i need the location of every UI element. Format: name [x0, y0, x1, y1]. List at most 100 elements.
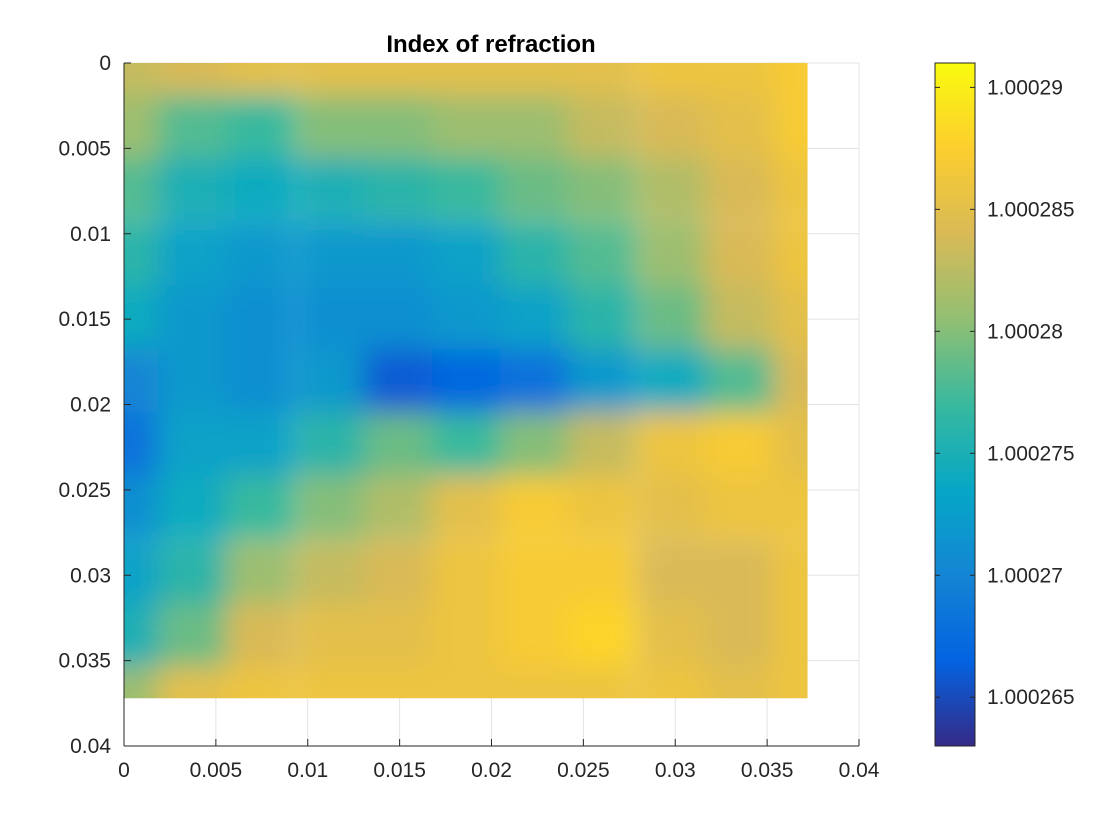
heatmap-cell [567, 94, 637, 159]
heatmap-cell [637, 349, 707, 413]
heatmap-cell [637, 63, 707, 96]
heatmap-cell [705, 63, 775, 96]
heatmap-cell [157, 222, 227, 287]
heatmap-cell [637, 285, 707, 350]
heatmap-cell [499, 475, 569, 540]
heatmap-cell [431, 63, 501, 96]
heatmap-cell [567, 603, 637, 668]
colorbar: 1.000265 1.00027 1.000275 1.00028 1.000285 1.… [934, 62, 1075, 747]
y-tick-label: 0.015 [58, 308, 111, 331]
heatmap-cell [225, 603, 295, 668]
heatmap-cell [705, 349, 775, 413]
heatmap-cell [295, 603, 365, 668]
heatmap-cell [773, 475, 808, 540]
y-tick-label: 0.04 [70, 735, 111, 758]
heatmap-cell [499, 94, 569, 159]
heatmap-cell [157, 412, 227, 476]
heatmap-cell [637, 412, 707, 476]
heatmap-cell [363, 157, 433, 222]
heatmap-cell [295, 63, 365, 96]
heatmap-cell [773, 157, 808, 222]
heatmap-cell [157, 475, 227, 540]
heatmap-cell [705, 666, 775, 699]
heatmap-cell [773, 285, 808, 350]
y-tick-label: 0.02 [70, 394, 111, 417]
colorbar-tick-label: 1.00029 [987, 76, 1063, 99]
heatmap-cell [225, 222, 295, 287]
heatmap-cell [637, 666, 707, 699]
heatmap-cells [124, 63, 808, 699]
heatmap-cell [499, 285, 569, 350]
heatmap-cell [295, 540, 365, 604]
heatmap-cell [567, 285, 637, 350]
heatmap-cell [225, 157, 295, 222]
heatmap-cell [124, 63, 159, 96]
heatmap-cell [431, 157, 501, 222]
heatmap-cell [295, 94, 365, 159]
colorbar-tick-label: 1.00027 [987, 564, 1063, 587]
x-tick-label: 0.035 [741, 759, 794, 782]
heatmap-cell [773, 666, 808, 699]
colorbar-tick-label: 1.000265 [987, 686, 1075, 709]
heatmap-cell [225, 475, 295, 540]
colorbar-tick-label: 1.000285 [987, 198, 1075, 221]
y-tick-label: 0.035 [58, 650, 111, 673]
heatmap-cell [773, 94, 808, 159]
heatmap-cell [637, 94, 707, 159]
heatmap-cell [363, 222, 433, 287]
heatmap-cell [705, 157, 775, 222]
colorbar-tick-label: 1.00028 [987, 320, 1063, 343]
heatmap-cell [637, 540, 707, 604]
heatmap-cell [157, 603, 227, 668]
heatmap-cell [363, 412, 433, 476]
x-tick-label: 0.02 [471, 759, 512, 782]
heatmap-cell [705, 222, 775, 287]
heatmap-cell [124, 349, 159, 413]
axes: 0 0.005 0.01 0.015 0.02 0.025 0.03 0.035 0.04 0 0.… [58, 52, 879, 782]
heatmap-cell [363, 603, 433, 668]
heatmap-cell [773, 540, 808, 604]
heatmap-cell [499, 412, 569, 476]
heatmap-cell [295, 157, 365, 222]
heatmap-cell [124, 666, 159, 699]
heatmap-cell [225, 63, 295, 96]
heatmap-cell [124, 412, 159, 476]
heatmap-cell [431, 412, 501, 476]
heatmap-cell [124, 475, 159, 540]
heatmap-cell [773, 412, 808, 476]
heatmap-cell [705, 603, 775, 668]
heatmap-cell [225, 540, 295, 604]
heatmap-cell [363, 94, 433, 159]
heatmap-cell [773, 349, 808, 413]
heatmap-cell [157, 157, 227, 222]
heatmap-cell [705, 285, 775, 350]
heatmap-cell [431, 349, 501, 413]
heatmap-cell [431, 666, 501, 699]
heatmap-cell [499, 63, 569, 96]
heatmap-cell [124, 540, 159, 604]
heatmap-cell [567, 412, 637, 476]
x-tick-label: 0.03 [655, 759, 696, 782]
heatmap-cell [363, 666, 433, 699]
heatmap-cell [124, 285, 159, 350]
heatmap-cell [499, 666, 569, 699]
heatmap-cell [567, 63, 637, 96]
heatmap-cell [567, 540, 637, 604]
heatmap-cell [295, 666, 365, 699]
heatmap-cell [431, 285, 501, 350]
heatmap-cell [225, 666, 295, 699]
heatmap-cell [567, 222, 637, 287]
heatmap-cell [295, 285, 365, 350]
colorbar-gradient [934, 62, 976, 747]
y-tick-label: 0.005 [58, 137, 111, 160]
x-tick-label: 0.025 [557, 759, 610, 782]
heatmap-cell [567, 349, 637, 413]
heatmap-cell [431, 475, 501, 540]
heatmap-cell [637, 475, 707, 540]
heatmap-cell [499, 222, 569, 287]
heatmap-cell [705, 94, 775, 159]
heatmap-cell [567, 157, 637, 222]
heatmap-cell [499, 540, 569, 604]
heatmap-cell [567, 475, 637, 540]
heatmap-cell [225, 412, 295, 476]
